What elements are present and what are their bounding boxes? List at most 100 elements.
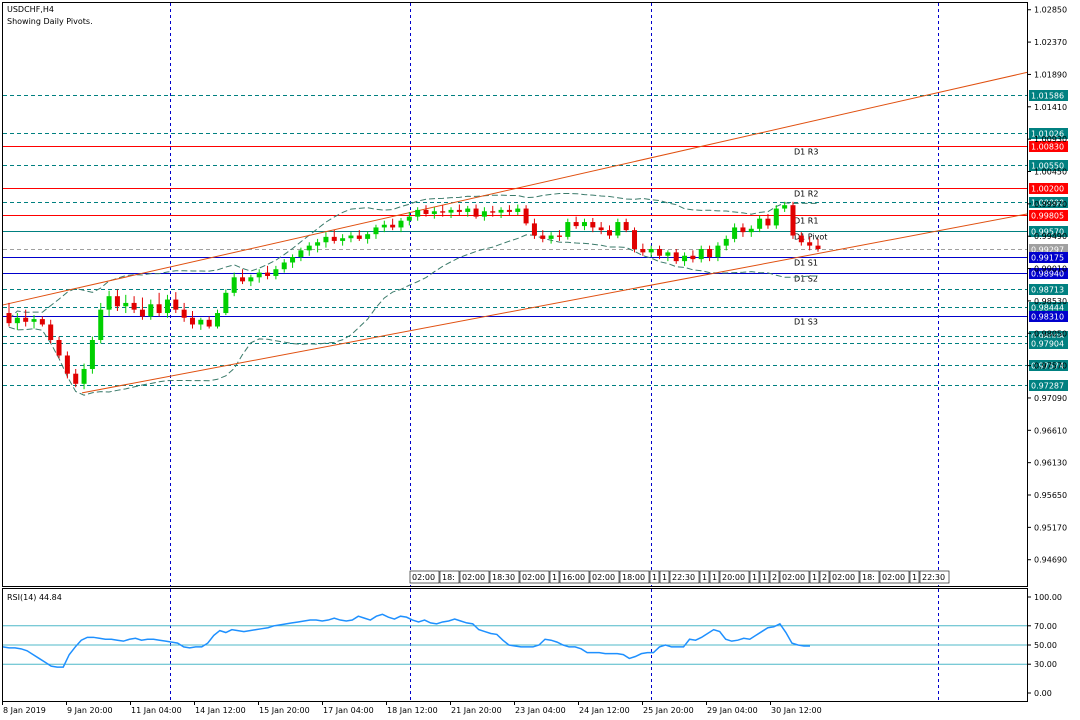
candle-body [323,236,329,243]
candle [523,205,529,226]
candle [632,227,638,253]
candle-body [632,230,638,250]
session-label: 18: [439,570,460,584]
pivot-name: D1 S3 [794,318,818,327]
candle-body [723,238,729,246]
session-label: 22:30 [919,570,950,584]
session-label: 18:00 [619,570,650,584]
price-label-bg [1029,331,1068,342]
candle [240,269,246,285]
candle-body [39,319,45,325]
price-label-text: 0.99805 [1031,212,1064,221]
candle [490,205,496,217]
candle [23,309,29,327]
candle-body [189,317,195,325]
price-level-label: 0.97904 [1029,338,1068,349]
session-label: 18: [859,570,880,584]
candle-body [748,228,754,233]
candle [223,289,229,316]
candle-body [131,302,137,310]
envelope-bands [8,192,818,396]
price-label-text: 0.99570 [1031,228,1064,237]
price-label-bg [1029,226,1068,237]
candle [565,218,571,240]
candle [481,207,487,221]
candle-body [181,309,187,318]
session-label-text: 02:00 [462,573,485,582]
session-label: 1 [549,570,560,584]
candle-body [515,208,521,212]
price-label-bg [1029,197,1068,208]
price-tick-label: 0.96610 [1034,426,1067,435]
candle-body [473,208,479,217]
candle-body [23,317,29,322]
candle [6,302,12,327]
candle [298,247,304,262]
pivot-name: D1 R1 [794,217,818,226]
candle [256,269,262,283]
candle-body [156,304,162,314]
candle-body [565,222,571,237]
price-label-text: 1.01026 [1031,130,1064,139]
pivot-name: D1 R2 [794,190,818,199]
candle [740,223,746,237]
price-panel-frame [2,2,1028,587]
candle-body [73,373,79,384]
candle [815,238,821,252]
candle [423,205,429,217]
candle [98,302,104,344]
price-level-label: 0.98444 [1029,302,1068,313]
price-tick-label: 1.02850 [1034,6,1067,15]
candle [89,336,95,374]
candle-body [548,235,554,239]
session-label-box [589,570,620,584]
session-label-text: 22:30 [672,573,695,582]
candle [173,292,179,314]
price-label-text: 1.00550 [1031,162,1064,171]
candle [39,316,45,327]
candle [14,313,20,330]
session-label-box [709,570,720,584]
session-label-box [669,570,700,584]
price-level-label: 1.00550 [1029,160,1068,171]
candle [798,232,804,246]
candle-body [298,250,304,258]
candle [581,218,587,231]
session-label-box [749,570,760,584]
session-label-text: 1 [552,573,557,582]
candle-body [14,317,20,324]
candle [515,204,521,216]
channel-upper [2,71,1028,306]
session-label-text: 1 [712,573,717,582]
time-label: 11 Jan 04:00 [131,706,182,715]
candle-body [406,216,412,221]
pivot-lines: D1 R3 1.00830 D1 R2 1.00200 D1 R1 0.99805 D1 P… [3,141,1068,327]
candle-body [481,211,487,217]
price-label-bg [1029,141,1068,152]
pivot-label: 0.98310 [1029,311,1068,322]
candle [365,231,371,244]
candle [665,250,671,262]
time-axis: 8 Jan 2019 9 Jan 20:00 11 Jan 04:00 14 Jan … [2,701,822,715]
candle [189,311,195,329]
session-label: 1 [709,570,720,584]
candle [323,232,329,248]
price-label-text: 0.98713 [1031,286,1064,295]
candle-body [715,245,721,258]
candle [765,213,771,229]
candle-body [215,313,221,327]
time-label: 9 Jan 20:00 [67,706,113,715]
session-label-text: 02:00 [882,573,905,582]
candle-body [690,255,696,260]
candle [156,292,162,317]
session-label-text: 1 [702,573,707,582]
session-label-box [829,570,860,584]
candle-body [48,324,54,340]
price-label-bg [1029,128,1068,139]
price-tick-label: 0.96130 [1034,459,1067,468]
candle [306,242,312,256]
candle-body [506,209,512,212]
candle-body [782,205,788,209]
candle-body [281,262,287,270]
